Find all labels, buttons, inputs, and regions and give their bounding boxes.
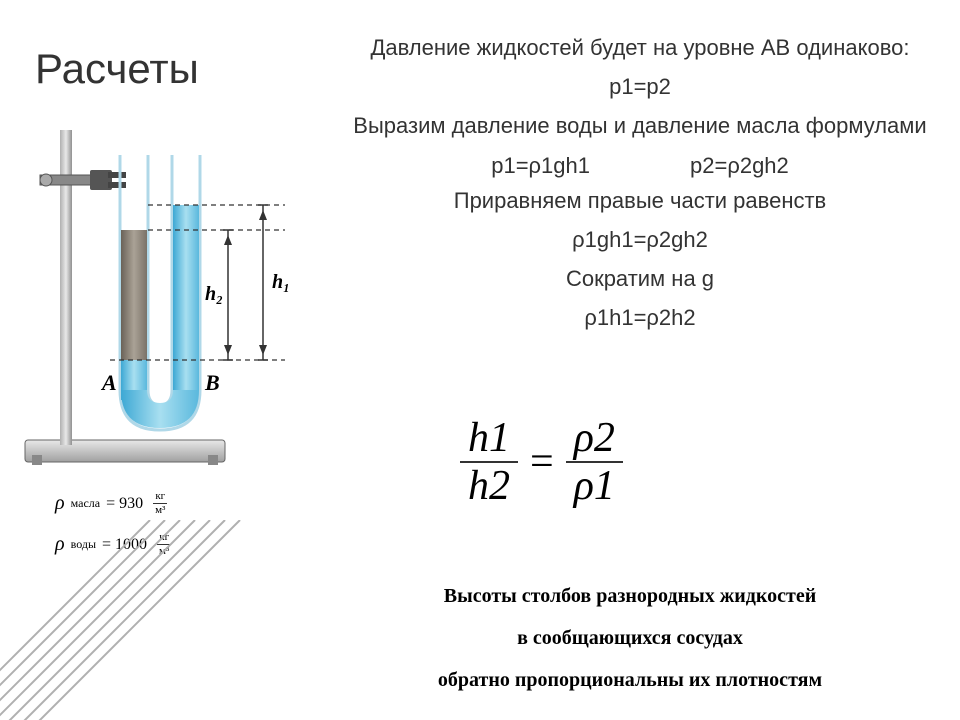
u-tube-diagram: h₁ h₂ A B — [20, 130, 310, 470]
text-line-1: Давление жидкостей будет на уровне АВ од… — [340, 30, 940, 65]
equals-sign: = — [530, 438, 554, 486]
conclusion-line-3: обратно пропорциональны их плотностям — [320, 659, 940, 701]
unit-fraction: кг м³ — [157, 531, 171, 558]
frac-right-den: ρ1 — [566, 463, 623, 509]
water-value: = 1000 — [102, 536, 147, 554]
formula-pair: р1=ρ1gh1 р2=ρ2gh2 — [340, 148, 940, 183]
water-subscript: воды — [71, 537, 96, 552]
derivation-text: Давление жидкостей будет на уровне АВ од… — [340, 30, 940, 340]
text-line-7: Сократим на g — [340, 261, 940, 296]
formula-p1: р1=ρ1gh1 — [491, 148, 590, 183]
unit-den: м³ — [157, 545, 171, 558]
text-line-8: ρ1h1=ρ2h2 — [340, 300, 940, 335]
text-line-2: p1=p2 — [340, 69, 940, 104]
unit-num: кг — [153, 490, 167, 504]
frac-right-num: ρ2 — [566, 415, 623, 463]
unit-num: кг — [157, 531, 171, 545]
oil-value: = 930 — [106, 495, 143, 513]
fraction-right: ρ2 ρ1 — [566, 415, 623, 509]
label-b: B — [204, 370, 220, 395]
main-formula: h1 h2 = ρ2 ρ1 — [460, 415, 623, 509]
h2-label: h₂ — [205, 283, 223, 305]
frac-left-den: h2 — [460, 463, 518, 509]
rho-symbol: ρ — [55, 492, 65, 515]
density-water: ρводы = 1000 кг м³ — [55, 531, 171, 558]
density-oil: ρмасла = 930 кг м³ — [55, 490, 171, 517]
conclusion-text: Высоты столбов разнородных жидкостей в с… — [320, 575, 940, 701]
text-line-5: Приравняем правые части равенств — [340, 183, 940, 218]
oil-subscript: масла — [71, 496, 100, 511]
unit-fraction: кг м³ — [153, 490, 167, 517]
formula-p2: р2=ρ2gh2 — [690, 148, 789, 183]
text-line-3: Выразим давление воды и давление масла ф… — [340, 108, 940, 143]
h1-label: h₁ — [272, 271, 290, 293]
frac-left-num: h1 — [460, 415, 518, 463]
density-values: ρмасла = 930 кг м³ ρводы = 1000 кг м³ — [55, 490, 171, 572]
text-line-6: ρ1gh1=ρ2gh2 — [340, 222, 940, 257]
conclusion-line-2: в сообщающихся сосудах — [320, 617, 940, 659]
page-title: Расчеты — [35, 45, 199, 93]
unit-den: м³ — [153, 504, 167, 517]
conclusion-line-1: Высоты столбов разнородных жидкостей — [320, 575, 940, 617]
rho-symbol: ρ — [55, 533, 65, 556]
label-a: A — [100, 370, 117, 395]
fraction-left: h1 h2 — [460, 415, 518, 509]
